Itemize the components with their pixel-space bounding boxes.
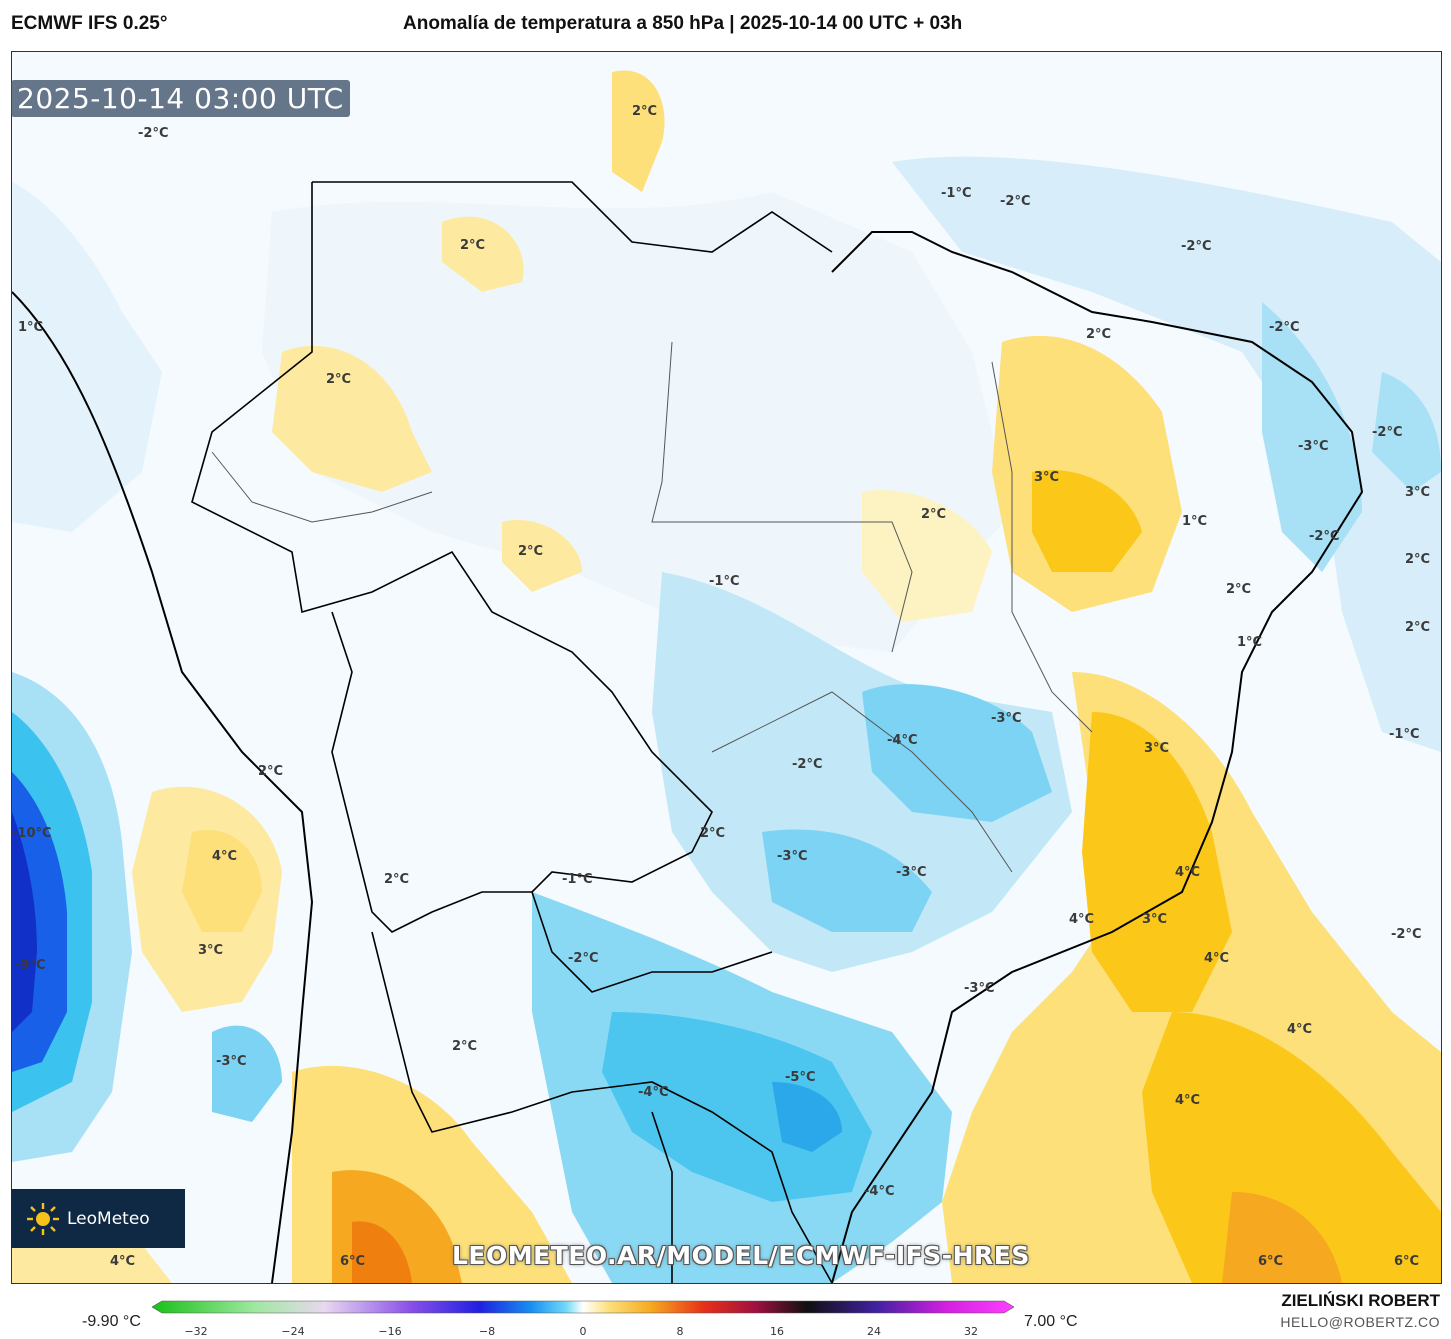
map-label: 1°C xyxy=(1237,635,1262,650)
map-label: -5°C xyxy=(785,1070,815,1085)
map-label: -3°C xyxy=(991,711,1021,726)
map-label: 4°C xyxy=(1287,1022,1312,1037)
map-label: 1°C xyxy=(1182,514,1207,529)
map-label: 4°C xyxy=(212,849,237,864)
colorbar-min-label: -9.90 °C xyxy=(82,1313,141,1330)
map-label: 2°C xyxy=(1086,327,1111,342)
map-label: -2°C xyxy=(792,757,822,772)
map-label: 3°C xyxy=(1034,470,1059,485)
map-label: 3°C xyxy=(198,943,223,958)
site-watermark: LEOMETEO.AR/MODEL/ECMWF-IFS-HRES xyxy=(452,1241,1030,1270)
map-label: -1°C xyxy=(1389,727,1419,742)
map-label: 2°C xyxy=(700,826,725,841)
sun-icon xyxy=(27,1202,59,1235)
map-label: 4°C xyxy=(1175,1093,1200,1108)
map-label: -2°C xyxy=(138,126,168,141)
author-email[interactable]: HELLO@ROBERTZ.CO xyxy=(1280,1314,1440,1330)
map-label: -2°C xyxy=(568,951,598,966)
map-label: 2°C xyxy=(258,764,283,779)
map-label: -2°C xyxy=(1391,927,1421,942)
map-label: -2°C xyxy=(1181,239,1211,254)
map-label: 2°C xyxy=(326,372,351,387)
map-label: 3°C xyxy=(1405,485,1430,500)
colorbar-tick: −24 xyxy=(281,1325,304,1336)
leometeo-logo[interactable]: LeoMeteo xyxy=(11,1189,185,1248)
map-label: 6°C xyxy=(1258,1254,1283,1269)
anomaly-map xyxy=(12,52,1441,1283)
map-label: -2°C xyxy=(1269,320,1299,335)
map-label: 2°C xyxy=(384,872,409,887)
map-label: 4°C xyxy=(110,1254,135,1269)
map-label: -4°C xyxy=(887,733,917,748)
map-label: 1°C xyxy=(18,320,43,335)
map-label: -4°C xyxy=(638,1085,668,1100)
map-label: -2°C xyxy=(1372,425,1402,440)
map-label: 4°C xyxy=(1175,865,1200,880)
colorbar: −32 −24 −16 −8 0 8 16 24 32 xyxy=(152,1300,1014,1336)
colorbar-tick: 8 xyxy=(677,1325,684,1336)
map-label: -4°C xyxy=(864,1184,894,1199)
map-label: 2°C xyxy=(460,238,485,253)
map-label: -3°C xyxy=(896,865,926,880)
map-label: 3°C xyxy=(1142,912,1167,927)
map-label: 3°C xyxy=(1144,741,1169,756)
map-label: 2°C xyxy=(921,507,946,522)
map-label: -1°C xyxy=(709,574,739,589)
map-label: -3°C xyxy=(777,849,807,864)
map-label: 2°C xyxy=(1226,582,1251,597)
map-label: -2°C xyxy=(1000,194,1030,209)
map-label: -10°C xyxy=(12,826,52,841)
map-label: 2°C xyxy=(1405,552,1430,567)
map-label: 6°C xyxy=(340,1254,365,1269)
colorbar-tick: −16 xyxy=(378,1325,401,1336)
colorbar-tick: 0 xyxy=(580,1325,587,1336)
map-label: -1°C xyxy=(941,186,971,201)
map-label: 4°C xyxy=(1069,912,1094,927)
colorbar-max-label: 7.00 °C xyxy=(1024,1313,1078,1330)
logo-text: LeoMeteo xyxy=(67,1208,150,1229)
model-name: ECMWF IFS 0.25° xyxy=(11,13,168,34)
author-name: ZIELIŃSKI ROBERT xyxy=(1281,1291,1440,1310)
map-area: -2°C 2°C 2°C -1°C -2°C -2°C 1°C 2°C 2°C … xyxy=(11,51,1442,1284)
colorbar-tick: −32 xyxy=(184,1325,207,1336)
colorbar-tick: −8 xyxy=(479,1325,495,1336)
map-label: 2°C xyxy=(452,1039,477,1054)
map-label: -9°C xyxy=(15,958,45,973)
colorbar-tick: 24 xyxy=(867,1325,881,1336)
map-label: -3°C xyxy=(1298,439,1328,454)
map-label: 2°C xyxy=(1405,620,1430,635)
map-label: -3°C xyxy=(216,1054,246,1069)
map-label-layer: -2°C 2°C 2°C -1°C -2°C -2°C 1°C 2°C 2°C … xyxy=(12,104,1430,1269)
valid-time-badge: 2025-10-14 03:00 UTC xyxy=(11,80,350,117)
map-label: 2°C xyxy=(518,544,543,559)
map-label: -3°C xyxy=(964,981,994,996)
map-label: 2°C xyxy=(632,104,657,119)
colorbar-tick: 16 xyxy=(770,1325,784,1336)
colorbar-tick: 32 xyxy=(964,1325,978,1336)
map-title: Anomalía de temperatura a 850 hPa | 2025… xyxy=(403,13,963,34)
map-label: -1°C xyxy=(562,872,592,887)
map-label: -2°C xyxy=(1309,529,1339,544)
map-label: 4°C xyxy=(1204,951,1229,966)
map-label: 6°C xyxy=(1394,1254,1419,1269)
